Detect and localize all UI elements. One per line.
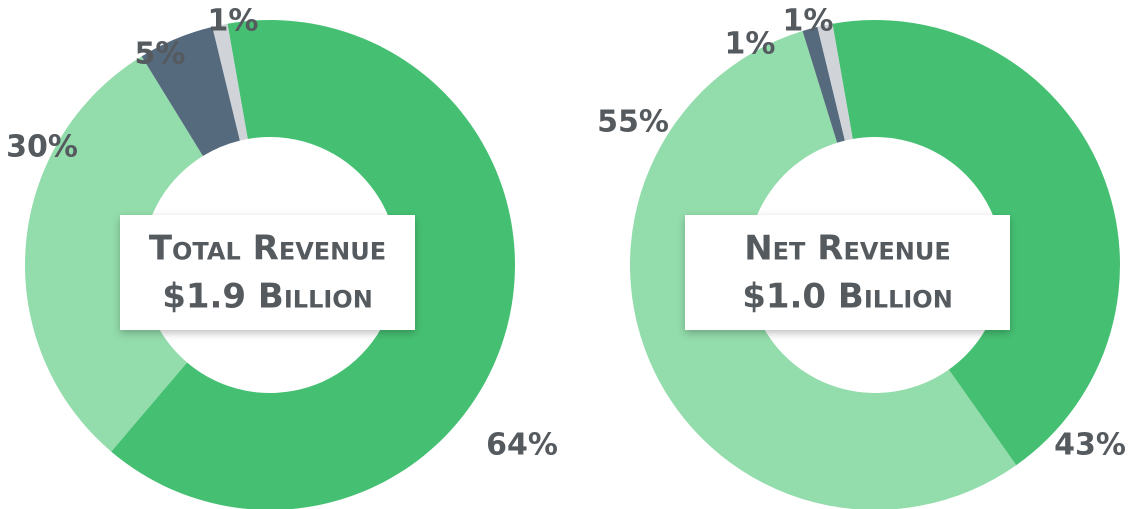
chart-title: Net Revenue [744, 229, 951, 269]
donut-slice [111, 20, 516, 509]
slice-label: 1% [783, 4, 834, 39]
donut-slice [802, 26, 845, 143]
slice-label: 55% [597, 105, 669, 140]
chart-title: Total Revenue [149, 229, 386, 269]
donut-slice [141, 26, 240, 156]
chart-subtitle: $1.9 Billion [162, 277, 373, 317]
donut-slice [817, 23, 853, 141]
donut-slice [212, 23, 248, 141]
donut-slice [630, 30, 1017, 509]
donut-slice [24, 56, 203, 452]
slice-label: 1% [208, 4, 259, 39]
center-box [685, 215, 1010, 330]
slice-label: 43% [1054, 428, 1126, 463]
chart-subtitle: $1.0 Billion [742, 277, 953, 317]
slice-label: 1% [725, 27, 776, 62]
donut-slice [832, 20, 1120, 466]
center-box [120, 215, 415, 330]
slice-label: 30% [6, 130, 78, 165]
slice-label: 64% [486, 428, 558, 463]
slice-label: 5% [135, 37, 186, 72]
